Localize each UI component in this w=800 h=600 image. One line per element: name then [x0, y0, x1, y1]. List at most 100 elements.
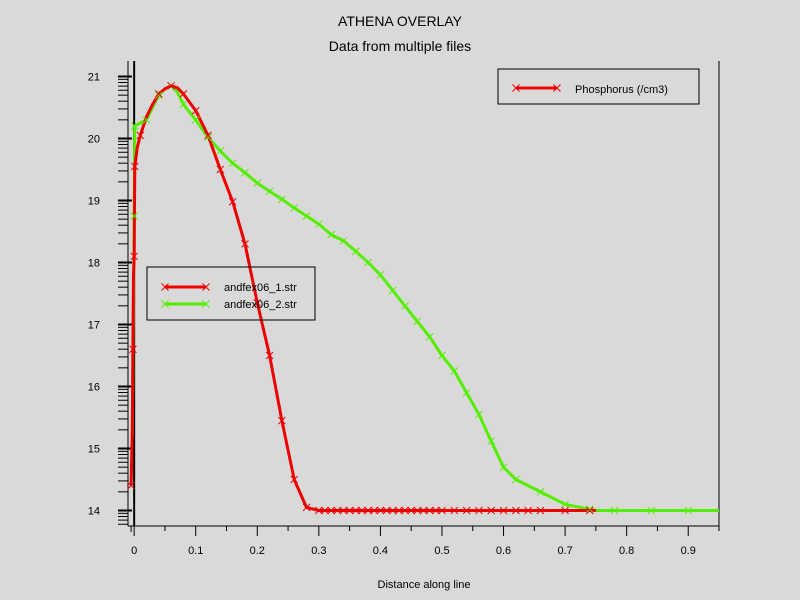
series-2-marker	[327, 230, 336, 239]
series-1-marker	[358, 506, 366, 515]
series-2-marker	[413, 317, 422, 326]
chart-subtitle: Data from multiple files	[329, 38, 471, 54]
series-2-marker	[376, 271, 385, 279]
series-2-marker	[536, 488, 545, 496]
series-1-marker	[228, 197, 237, 206]
series-1-marker	[431, 506, 440, 515]
series-1-marker	[511, 506, 520, 515]
x-tick-label: 0.3	[311, 545, 326, 557]
series-1-marker	[425, 506, 434, 515]
series-2-marker	[241, 168, 249, 177]
series-1-marker	[278, 416, 286, 425]
series-1-marker	[302, 503, 311, 512]
series-1-marker	[339, 506, 348, 515]
x-tick-label: 0.8	[619, 545, 634, 557]
series-2-marker	[499, 463, 508, 471]
y-tick-label: 19	[88, 196, 100, 208]
series-2-marker	[191, 116, 200, 124]
series-1-marker	[407, 506, 416, 515]
series-1-marker	[475, 506, 483, 515]
x-tick-label: 0.6	[496, 545, 511, 557]
series-1-marker	[327, 506, 336, 515]
y-tick-label: 16	[88, 382, 100, 394]
file-legend-label: andfex06_2.str	[224, 299, 297, 311]
series-2-marker	[647, 506, 656, 515]
series-1-marker	[487, 506, 496, 515]
series-2-marker	[339, 236, 348, 245]
series-2-marker	[487, 437, 496, 445]
series-1-marker	[561, 506, 569, 515]
series-2-marker	[228, 159, 237, 168]
series-1-marker	[136, 131, 145, 140]
series-1-marker	[376, 506, 385, 515]
series-1-marker	[204, 131, 212, 140]
series-2-marker	[561, 500, 569, 509]
series-1-marker	[382, 506, 391, 515]
quantity-legend-box	[497, 68, 700, 105]
series-1-marker	[265, 351, 274, 360]
series-1-marker	[524, 506, 533, 515]
series-1-marker	[314, 506, 323, 515]
x-axis-label: Distance along line	[378, 579, 471, 591]
series-line-2	[130, 84, 719, 512]
x-tick-label: 0.9	[681, 545, 696, 557]
series-2-marker	[401, 302, 409, 310]
series-1-marker	[253, 298, 262, 307]
x-tick-label: 0.4	[373, 545, 388, 557]
series-1-marker	[395, 506, 403, 515]
series-2-marker	[364, 258, 372, 267]
series-1-marker	[167, 81, 175, 90]
y-tick-label: 15	[88, 444, 100, 456]
series-2-marker	[204, 133, 212, 142]
series-1-marker	[129, 345, 137, 354]
file-legend-marker	[202, 300, 210, 308]
y-tick-label: 14	[88, 506, 100, 518]
series-2-marker	[314, 220, 323, 228]
series-1-marker	[364, 506, 372, 515]
quantity-legend-label: Phosphorus (/cm3)	[575, 84, 668, 96]
file-legend-marker	[161, 283, 169, 291]
series-1-marker	[191, 106, 200, 115]
series-2-marker	[142, 116, 151, 124]
series-2-marker	[511, 475, 520, 484]
quantity-legend-marker	[553, 84, 561, 92]
x-tick-label: 0.5	[434, 545, 449, 557]
y-tick-label: 17	[88, 320, 100, 332]
series-1-marker	[333, 506, 342, 515]
series-1-marker	[536, 506, 545, 515]
series-1-marker	[345, 506, 354, 515]
series-1-marker	[179, 90, 188, 98]
series-2-marker	[351, 247, 360, 256]
file-legend-box	[146, 266, 316, 321]
series-1-marker	[499, 506, 508, 515]
series-2-marker	[610, 506, 619, 515]
series-1-marker	[241, 240, 249, 248]
series-2-marker	[130, 122, 139, 130]
series-2-marker	[684, 506, 693, 515]
series-2-marker	[302, 212, 311, 220]
series-1-marker	[127, 481, 135, 490]
x-tick-label: 0.1	[188, 545, 203, 557]
series-2-marker	[253, 179, 262, 187]
series-line-1	[129, 84, 596, 512]
series-2-marker	[475, 410, 483, 419]
series-1-marker	[321, 506, 329, 515]
series-1-marker	[130, 162, 139, 171]
chart-title: ATHENA OVERLAY	[338, 13, 463, 29]
x-tick-label: 0	[131, 545, 137, 557]
series-2-marker	[438, 351, 446, 360]
series-1-marker	[401, 506, 409, 515]
series-2-marker	[154, 91, 163, 99]
series-1-marker	[154, 90, 163, 98]
y-tick-label: 21	[88, 72, 100, 84]
series-2-marker	[179, 100, 188, 109]
series-1-marker	[419, 506, 428, 515]
series-2-marker	[278, 195, 286, 204]
series-1-marker	[290, 475, 299, 484]
series-1-marker	[413, 506, 422, 515]
series-2-marker	[585, 505, 594, 514]
series-2-marker	[265, 187, 274, 196]
y-tick-label: 18	[88, 258, 100, 270]
series-1-marker	[216, 165, 225, 174]
